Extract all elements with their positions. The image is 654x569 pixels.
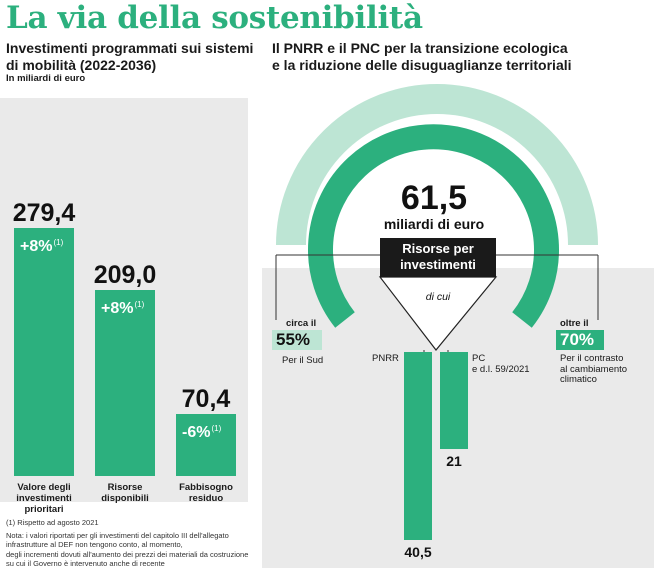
category-label-line: residuo bbox=[188, 493, 224, 504]
resources-box: Risorse per investimenti bbox=[380, 238, 496, 277]
left-subtitle-line1: Investimenti programmati sui sistemi bbox=[6, 40, 254, 56]
left-unit-label: In miliardi di euro bbox=[6, 73, 86, 84]
bar bbox=[176, 413, 236, 476]
footnote-5: su cui il Governo è intervenuto anche di… bbox=[6, 559, 165, 568]
climate-label-line1: Per il contrasto bbox=[560, 353, 624, 364]
category-label: Fabbisogno residuo bbox=[168, 482, 244, 504]
right-subtitle-line2: e la riduzione delle disuguaglianze terr… bbox=[272, 57, 572, 73]
bar-value-label: 279,4 bbox=[12, 199, 76, 227]
page-title: La via della sostenibilità bbox=[6, 0, 423, 36]
bar bbox=[95, 290, 155, 476]
breakdown-value-label: 21 bbox=[446, 453, 462, 470]
footnote-3: infrastrutture al DEF non tengono conto,… bbox=[6, 540, 183, 549]
climate-label-line3: climatico bbox=[560, 374, 597, 385]
total-unit: miliardi di euro bbox=[383, 216, 485, 232]
south-box bbox=[272, 330, 322, 350]
resources-box-line2: investimenti bbox=[400, 257, 476, 272]
climate-prefix: oltre il bbox=[560, 318, 589, 329]
footnote-1: (1) Rispetto ad agosto 2021 bbox=[6, 518, 99, 527]
bar-value-label: 209,0 bbox=[93, 261, 157, 290]
pc-label: PC e d.l. 59/2021 bbox=[472, 353, 530, 375]
footnote-2: Nota: i valori riportati per gli investi… bbox=[6, 530, 229, 540]
climate-box bbox=[556, 330, 604, 350]
change-footnote-ref: (1) bbox=[134, 300, 145, 310]
category-label-line: investimenti bbox=[16, 493, 72, 504]
outer-arc bbox=[276, 84, 598, 246]
bar-change-label: +8%(1) bbox=[101, 300, 145, 318]
breakdown-triangle bbox=[378, 276, 498, 351]
south-pct: 55% bbox=[276, 330, 311, 349]
change-footnote-ref: (1) bbox=[211, 423, 222, 433]
bar-value-label: 70,4 bbox=[181, 384, 231, 413]
inner-arc bbox=[308, 124, 559, 328]
pnrr-label: PNRR bbox=[372, 353, 399, 364]
south-label: Per il Sud bbox=[282, 355, 324, 366]
category-label-line: Valore degli bbox=[17, 482, 71, 493]
climate-pct: 70% bbox=[560, 330, 595, 349]
category-label-line: Risorse bbox=[107, 482, 143, 493]
pc-label-line2: e d.l. 59/2021 bbox=[472, 364, 530, 375]
footnote-4: degli incrementi dovuti all'aumento dei … bbox=[6, 549, 249, 559]
resources-box-line1: Risorse per bbox=[402, 241, 474, 256]
bar-change-label: -6%(1) bbox=[182, 423, 222, 441]
breakdown-bar bbox=[440, 352, 468, 450]
climate-label-line2: al cambiamento bbox=[560, 363, 628, 375]
breakdown-value-label: 40,5 bbox=[404, 544, 432, 560]
category-label: Valore degli investimenti prioritari bbox=[6, 482, 82, 515]
climate-label: Per il contrasto al cambiamento climatic… bbox=[560, 353, 628, 386]
south-prefix: circa il bbox=[286, 318, 317, 329]
category-label-line: prioritari bbox=[24, 504, 64, 515]
category-label-line: Fabbisogno bbox=[179, 482, 233, 493]
right-subtitle: Il PNRR e il PNC per la transizione ecol… bbox=[272, 40, 572, 74]
left-footnotes: (1) Rispetto ad agosto 2021 Nota: i valo… bbox=[6, 518, 248, 569]
pc-label-line1: PC bbox=[472, 353, 486, 364]
total-value: 61,5 bbox=[400, 179, 468, 217]
bar-change-label: +8%(1) bbox=[20, 238, 64, 255]
left-subtitle-line2: di mobilità (2022-2036) bbox=[6, 57, 157, 73]
right-subtitle-line1: Il PNRR e il PNC per la transizione ecol… bbox=[272, 40, 568, 56]
change-footnote-ref: (1) bbox=[53, 238, 64, 247]
bar bbox=[14, 228, 74, 476]
left-bar-chart: 279,4 +8%(1) Valore degli investimenti prior… bbox=[0, 98, 248, 515]
category-label-line: disponibili bbox=[101, 493, 149, 504]
category-label: Risorse disponibili bbox=[87, 482, 163, 504]
di-cui-label: di cui bbox=[425, 291, 451, 303]
breakdown-bar bbox=[404, 352, 432, 540]
left-subtitle: Investimenti programmati sui sistemi di … bbox=[6, 40, 253, 74]
